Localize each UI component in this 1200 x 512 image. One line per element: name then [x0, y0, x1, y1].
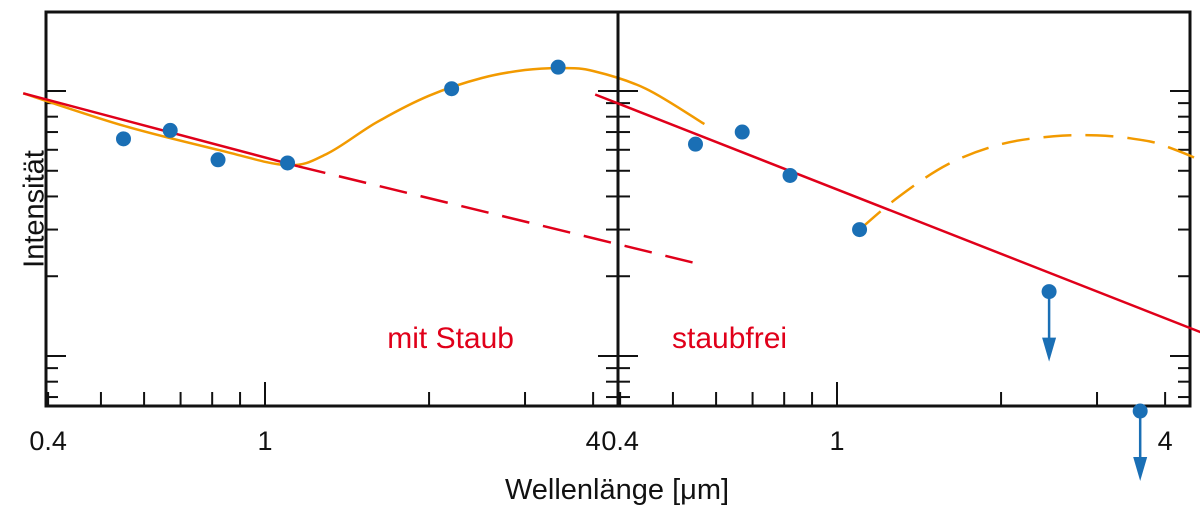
panel-label: mit Staub — [387, 322, 514, 355]
panel-mit-staub: 0.4 1 4 mit Staub — [22, 10, 706, 456]
data-point — [782, 167, 798, 183]
data-point — [734, 124, 750, 140]
x-tick-label: 4 — [1158, 426, 1173, 456]
x-tick-label: 4 — [586, 426, 601, 456]
panel-staubfrei: 0.4 1 4 staubfrei — [594, 10, 1200, 482]
x-tick-label: 0.4 — [601, 426, 639, 456]
x-tick-label: 1 — [257, 426, 272, 456]
data-point — [1041, 284, 1057, 300]
panel-label: staubfrei — [672, 322, 787, 355]
data-point — [280, 155, 296, 171]
power-law-extrapolation — [297, 165, 705, 267]
dust-emission-curve — [858, 133, 1200, 231]
data-point — [210, 152, 226, 168]
dust-emission-curve — [22, 66, 706, 167]
data-point — [550, 59, 566, 75]
data-point — [115, 131, 131, 147]
power-law-line — [22, 92, 299, 168]
data-point — [687, 136, 703, 152]
data-point — [162, 122, 178, 138]
data-point — [852, 222, 868, 238]
upper-limit-arrowhead — [1042, 337, 1057, 362]
upper-limit-arrowhead — [1133, 457, 1148, 482]
y-axis-title: Intensität — [19, 150, 51, 268]
data-point — [1132, 403, 1148, 419]
plot-frame — [44, 10, 620, 408]
power-law-line — [594, 93, 1200, 334]
x-tick-label: 1 — [829, 426, 844, 456]
data-point — [444, 81, 460, 97]
x-tick-label: 0.4 — [29, 426, 67, 456]
plot-frame — [616, 10, 1192, 408]
x-axis-title: Wellenlänge [μm] — [505, 474, 729, 506]
